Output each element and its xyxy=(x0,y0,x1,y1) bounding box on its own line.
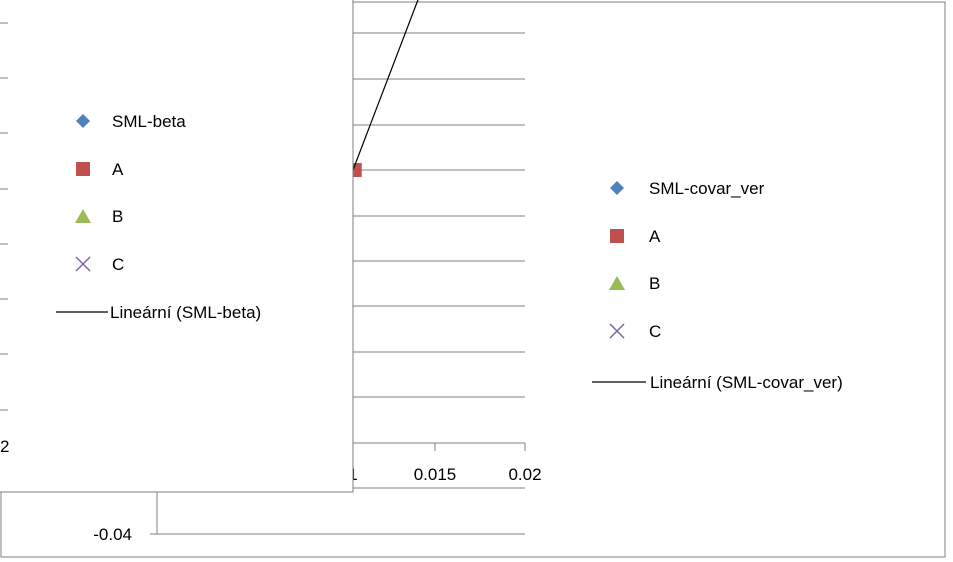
front-chart-x-ticks: 2 xyxy=(0,437,9,456)
front-legend-symbol-3 xyxy=(75,256,91,272)
y-tick-label-0: -0.04 xyxy=(93,525,132,544)
front-legend-label-3: C xyxy=(112,255,124,274)
front-chart-frame xyxy=(0,0,354,493)
legend-label-4: Lineární (SML-covar_ver) xyxy=(650,373,843,392)
legend-symbol-0 xyxy=(610,181,624,195)
front-legend-symbol-0 xyxy=(76,114,90,128)
front-legend-symbol-3-stroke-2 xyxy=(75,256,91,272)
front-legend-label-1: A xyxy=(112,160,124,179)
front-legend-label-4: Lineární (SML-beta) xyxy=(110,303,261,322)
legend-symbol-3 xyxy=(609,323,625,339)
front-legend-symbol-2 xyxy=(75,209,91,223)
legend-label-1: A xyxy=(649,227,661,246)
legend-label-3: C xyxy=(649,322,661,341)
front-chart-legend: SML-beta A B C Lineární (SML-beta) xyxy=(56,112,261,322)
front-chart-y-ticks xyxy=(0,22,8,411)
x-tick-label-1: 0.015 xyxy=(414,465,457,484)
back-chart-legend: SML-covar_ver A B C Lineární (SML-covar_ver) xyxy=(592,179,843,392)
legend-label-2: B xyxy=(649,274,660,293)
front-legend-label-2: B xyxy=(112,207,123,226)
front-legend-symbol-1 xyxy=(76,162,90,176)
x-tick-label-2: 0.02 xyxy=(508,465,541,484)
legend-symbol-3-stroke-2 xyxy=(609,323,625,339)
trendline-covar xyxy=(352,0,419,171)
front-legend-label-0: SML-beta xyxy=(112,112,186,131)
legend-symbol-1 xyxy=(610,229,624,243)
front-x-tick-label-0: 2 xyxy=(0,437,9,456)
legend-symbol-2 xyxy=(609,276,625,290)
legend-label-0: SML-covar_ver xyxy=(649,179,765,198)
